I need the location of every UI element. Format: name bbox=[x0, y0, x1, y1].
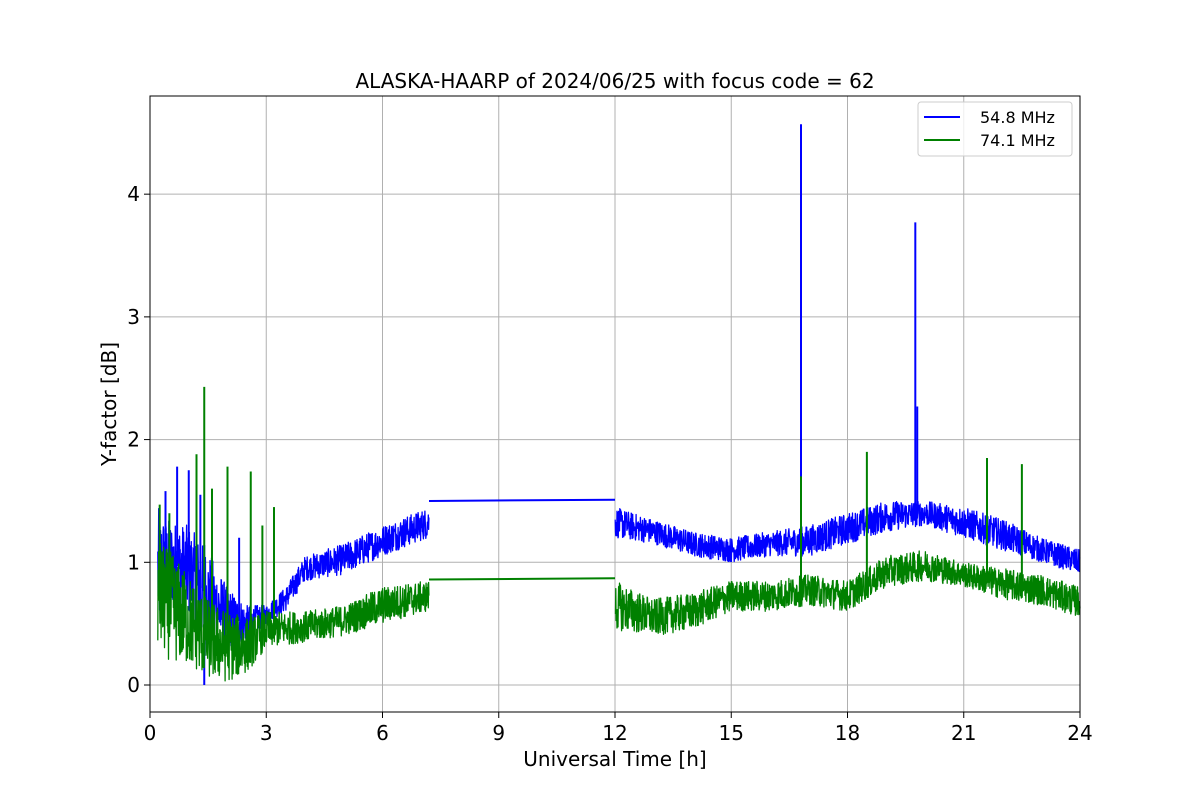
series-line bbox=[614, 500, 1081, 573]
series-line bbox=[614, 550, 1081, 635]
y-tick-label: 0 bbox=[127, 673, 140, 697]
y-tick-label: 3 bbox=[127, 305, 140, 329]
y-axis-label: Y-factor [dB] bbox=[97, 342, 121, 467]
chart-title: ALASKA-HAARP of 2024/06/25 with focus co… bbox=[355, 69, 874, 93]
x-tick-label: 12 bbox=[602, 721, 627, 745]
gap-connector bbox=[428, 498, 616, 502]
x-tick-label: 3 bbox=[260, 721, 273, 745]
series-74-1-mhz bbox=[157, 386, 1081, 682]
x-tick-label: 0 bbox=[144, 721, 157, 745]
legend-box bbox=[917, 101, 1073, 157]
gap-connector bbox=[428, 577, 616, 581]
x-tick-label: 21 bbox=[951, 721, 976, 745]
series-layer bbox=[157, 124, 1081, 686]
x-axis-label: Universal Time [h] bbox=[523, 747, 706, 771]
y-tick-label: 2 bbox=[127, 428, 140, 452]
series-line bbox=[157, 507, 430, 647]
y-tick-label: 4 bbox=[127, 182, 140, 206]
x-tick-label: 15 bbox=[719, 721, 744, 745]
x-tick-label: 9 bbox=[492, 721, 505, 745]
x-tick-label: 24 bbox=[1067, 721, 1092, 745]
x-tick-label: 18 bbox=[835, 721, 860, 745]
legend-label-54-8-mhz: 54.8 MHz bbox=[980, 108, 1055, 127]
x-tick-label: 6 bbox=[376, 721, 389, 745]
series-line bbox=[157, 543, 430, 682]
legend-label-74-1-mhz: 74.1 MHz bbox=[980, 131, 1055, 150]
legend: 54.8 MHz 74.1 MHz bbox=[917, 101, 1073, 157]
y-tick-label: 1 bbox=[127, 550, 140, 574]
